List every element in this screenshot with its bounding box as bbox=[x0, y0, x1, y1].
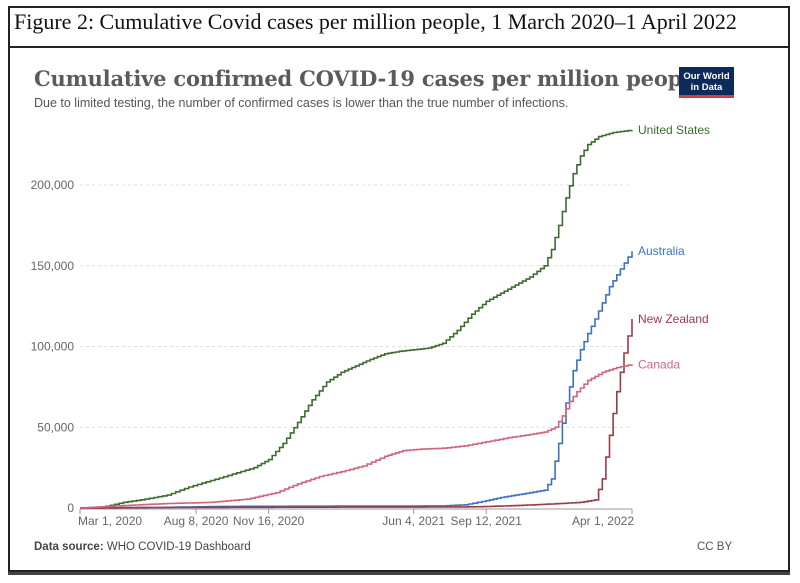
x-tick-label: Jun 4, 2021 bbox=[382, 514, 445, 528]
owid-logo[interactable]: Our World in Data bbox=[679, 67, 734, 98]
logo-line-2: in Data bbox=[690, 82, 723, 93]
series-line-australia bbox=[80, 251, 633, 509]
y-tick-label: 150,000 bbox=[31, 259, 75, 273]
logo-line-1: Our World bbox=[683, 71, 730, 82]
chart-subtitle: Due to limited testing, the number of co… bbox=[34, 96, 569, 110]
x-tick-label: Mar 1, 2020 bbox=[78, 514, 142, 528]
y-tick-label: 100,000 bbox=[31, 340, 75, 354]
series-label: Canada bbox=[638, 357, 680, 371]
data-source-label: Data source: bbox=[34, 541, 104, 553]
x-tick-label: Aug 8, 2020 bbox=[164, 514, 229, 528]
x-tick-label: Nov 16, 2020 bbox=[233, 514, 305, 528]
figure-title-frame bbox=[8, 6, 790, 46]
y-tick-label: 0 bbox=[67, 501, 74, 515]
chart-title: Cumulative confirmed COVID-19 cases per … bbox=[34, 66, 704, 91]
chart-frame bbox=[8, 46, 790, 572]
series-line-canada bbox=[80, 364, 633, 509]
series-line-new-zealand bbox=[80, 319, 633, 509]
series-label: Australia bbox=[638, 244, 685, 258]
y-tick-label: 200,000 bbox=[31, 178, 75, 192]
x-tick-label: Sep 12, 2021 bbox=[450, 514, 522, 528]
x-tick-label: Apr 1, 2022 bbox=[572, 514, 634, 528]
data-source-link[interactable]: WHO COVID-19 Dashboard bbox=[106, 541, 251, 553]
series-label: New Zealand bbox=[638, 312, 709, 326]
y-tick-label: 50,000 bbox=[37, 420, 74, 434]
data-source: Data source: WHO COVID-19 Dashboard bbox=[34, 541, 251, 553]
series-label: United States bbox=[638, 123, 710, 137]
license-link[interactable]: CC BY bbox=[697, 541, 733, 553]
series-line-united-states bbox=[80, 129, 633, 509]
figure-title: Figure 2: Cumulative Covid cases per mil… bbox=[14, 9, 737, 34]
